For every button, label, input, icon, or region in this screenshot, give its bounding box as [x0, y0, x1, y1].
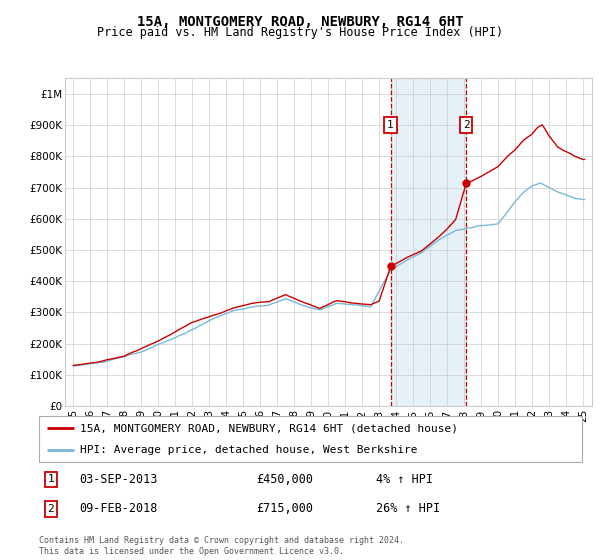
Text: 09-FEB-2018: 09-FEB-2018	[80, 502, 158, 515]
Text: 4% ↑ HPI: 4% ↑ HPI	[376, 473, 433, 486]
Text: 1: 1	[387, 120, 394, 130]
Text: Price paid vs. HM Land Registry's House Price Index (HPI): Price paid vs. HM Land Registry's House …	[97, 26, 503, 39]
FancyBboxPatch shape	[39, 416, 582, 462]
Text: 03-SEP-2013: 03-SEP-2013	[80, 473, 158, 486]
Text: 15A, MONTGOMERY ROAD, NEWBURY, RG14 6HT: 15A, MONTGOMERY ROAD, NEWBURY, RG14 6HT	[137, 15, 463, 29]
Text: 26% ↑ HPI: 26% ↑ HPI	[376, 502, 440, 515]
Text: 15A, MONTGOMERY ROAD, NEWBURY, RG14 6HT (detached house): 15A, MONTGOMERY ROAD, NEWBURY, RG14 6HT …	[80, 423, 458, 433]
Text: £450,000: £450,000	[256, 473, 313, 486]
Text: Contains HM Land Registry data © Crown copyright and database right 2024.
This d: Contains HM Land Registry data © Crown c…	[39, 536, 404, 556]
Text: 1: 1	[47, 474, 55, 484]
Text: £715,000: £715,000	[256, 502, 313, 515]
Text: 2: 2	[463, 120, 470, 130]
Text: 2: 2	[47, 504, 55, 514]
Bar	[391, 78, 466, 406]
Text: HPI: Average price, detached house, West Berkshire: HPI: Average price, detached house, West…	[80, 445, 417, 455]
